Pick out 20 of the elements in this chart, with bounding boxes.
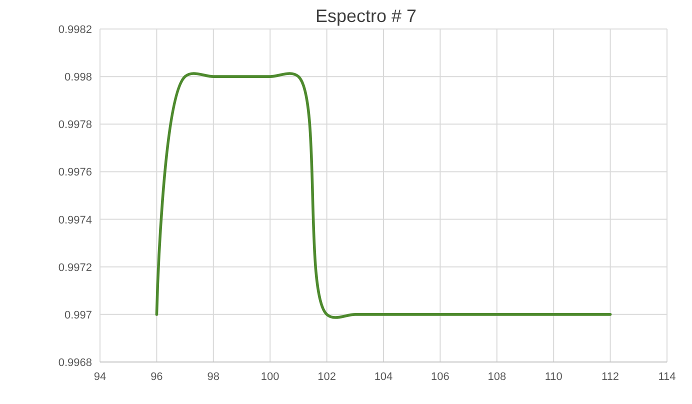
x-tick-label: 98 [207,371,220,383]
y-tick-label: 0.997 [64,309,92,322]
y-tick-label: 0.9982 [58,24,92,36]
y-tick-label: 0.9976 [58,166,92,179]
x-tick-label: 102 [318,371,336,383]
x-tick-label: 94 [94,371,106,383]
x-tick-label: 96 [150,371,163,383]
x-tick-label: 106 [431,371,450,383]
y-tick-label: 0.998 [64,72,92,84]
x-tick-label: 108 [488,371,506,383]
x-tick-label: 112 [602,371,620,383]
chart-title: Espectro # 7 [315,6,417,26]
x-tick-label: 100 [260,371,280,383]
x-tick-label: 110 [544,371,562,383]
y-tick-label: 0.9974 [58,214,92,226]
x-tick-label: 114 [658,371,676,383]
y-tick-label: 0.9972 [58,262,92,274]
x-tick-label: 104 [374,371,393,383]
y-tick-label: 0.9978 [58,119,92,132]
y-tick-label: 0.9968 [58,357,92,369]
